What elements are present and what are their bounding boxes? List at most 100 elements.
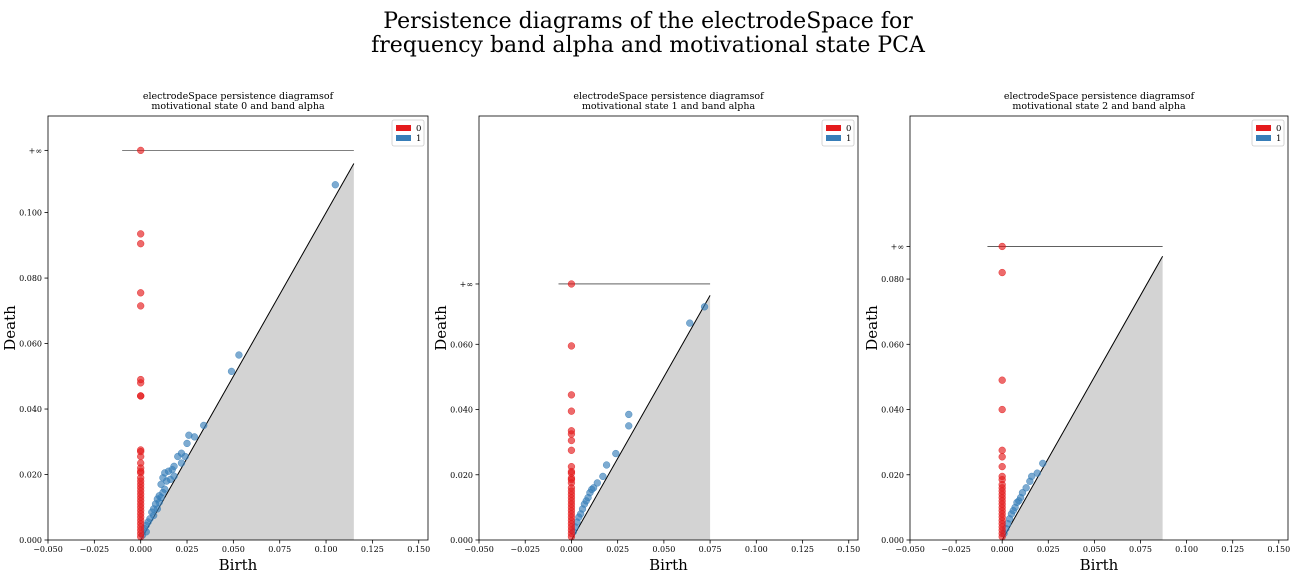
legend-label-1: 1 — [1276, 134, 1281, 144]
legend-label-1: 1 — [416, 134, 421, 144]
y-tick-label: 0.020 — [19, 471, 42, 480]
point-h0-5 — [567, 430, 576, 438]
panel-title-line1: electrodeSpace persistence diagramsof — [573, 91, 765, 102]
panels: electrodeSpace persistence diagramsofmot… — [1, 91, 1290, 574]
y-tick-label: 0.040 — [881, 406, 904, 415]
legend-swatch-1 — [1256, 135, 1271, 141]
point-h0-0 — [567, 280, 576, 288]
x-tick-label: −0.050 — [895, 545, 925, 554]
y-tick-label: 0.040 — [450, 406, 473, 415]
inf-tick-label: +∞ — [460, 280, 473, 289]
point-h1-0 — [700, 303, 709, 311]
legend: 01 — [391, 119, 425, 147]
point-h1-3 — [200, 421, 208, 430]
point-h1-3 — [1026, 477, 1034, 485]
point-h0-34 — [137, 533, 145, 541]
x-tick-label: 0.075 — [699, 545, 722, 554]
legend-swatch-0 — [1256, 125, 1271, 131]
x-tick-label: 0.050 — [652, 545, 675, 554]
point-h1-2 — [625, 410, 633, 419]
plot-frame — [47, 115, 429, 541]
legend-swatch-1 — [826, 135, 841, 141]
x-tick-label: −0.050 — [33, 545, 63, 554]
point-h1-15 — [157, 480, 165, 488]
point-h0-6 — [137, 379, 145, 387]
point-h0-29 — [567, 533, 576, 541]
point-h0-3 — [567, 407, 576, 415]
point-h0-1 — [998, 268, 1006, 277]
x-tick-label: 0.125 — [361, 545, 384, 554]
legend-label-1: 1 — [846, 134, 851, 144]
point-h1-0 — [1039, 459, 1047, 468]
figure-title-line2: frequency band alpha and motivational st… — [371, 33, 926, 58]
legend-swatch-1 — [396, 135, 411, 141]
x-tick-label: 0.000 — [991, 545, 1014, 554]
point-h1-6 — [183, 439, 191, 448]
x-tick-label: 0.025 — [1037, 545, 1060, 554]
figure-title-line1: Persistence diagrams of the electrodeSpa… — [383, 9, 913, 34]
x-tick-label: −0.025 — [80, 545, 110, 554]
x-tick-label: 0.025 — [176, 545, 199, 554]
x-tick-label: 0.025 — [606, 545, 629, 554]
x-axis-label: Birth — [1080, 556, 1119, 574]
point-h0-0 — [137, 146, 145, 155]
x-tick-label: 0.125 — [1221, 545, 1244, 554]
point-h0-1 — [567, 342, 576, 350]
point-h1-7 — [593, 479, 601, 487]
point-h1-8 — [174, 452, 182, 461]
point-h1-5 — [602, 461, 611, 469]
y-tick-label: 0.000 — [450, 536, 473, 545]
point-h1-3 — [625, 422, 633, 430]
y-tick-label: 0.080 — [881, 275, 904, 284]
legend-swatch-0 — [396, 125, 411, 131]
x-tick-label: −0.025 — [510, 545, 540, 554]
point-h1-36 — [181, 452, 189, 461]
point-h0-4 — [998, 446, 1006, 454]
panel-0: electrodeSpace persistence diagramsofmot… — [1, 91, 430, 574]
y-tick-label: 0.040 — [19, 405, 42, 414]
y-tick-label: 0.000 — [881, 536, 904, 545]
point-h1-1 — [235, 351, 243, 359]
x-tick-label: 0.100 — [1175, 545, 1198, 554]
x-tick-label: 0.075 — [1129, 545, 1152, 554]
point-h1-6 — [599, 472, 607, 481]
point-h0-3 — [998, 405, 1006, 414]
point-h0-5 — [998, 453, 1006, 461]
y-tick-label: 0.000 — [19, 536, 42, 545]
x-tick-label: −0.025 — [941, 545, 971, 554]
y-tick-label: 0.100 — [19, 209, 42, 218]
point-h1-4 — [612, 449, 620, 458]
point-h0-6 — [998, 462, 1006, 471]
y-tick-label: 0.020 — [450, 471, 473, 480]
y-tick-label: 0.020 — [881, 471, 904, 480]
point-h0-2 — [998, 376, 1006, 384]
point-h1-34 — [166, 475, 174, 484]
x-tick-label: −0.050 — [464, 545, 494, 554]
diagonal-line — [1001, 256, 1164, 541]
point-h1-1 — [686, 319, 694, 327]
point-h0-2 — [567, 391, 576, 399]
panel-title-line2: motivational state 2 and band alpha — [1012, 101, 1186, 112]
x-tick-label: 0.125 — [791, 545, 814, 554]
y-tick-label: 0.060 — [450, 340, 473, 349]
y-tick-label: 0.080 — [19, 274, 42, 283]
y-axis-label: Death — [432, 305, 450, 351]
x-tick-label: 0.150 — [1267, 545, 1290, 554]
x-tick-label: 0.100 — [315, 545, 338, 554]
x-tick-label: 0.150 — [837, 545, 860, 554]
point-h1-2 — [227, 367, 236, 376]
panel-title-line1: electrodeSpace persistence diagramsof — [1004, 91, 1196, 102]
point-h0-3 — [137, 289, 145, 297]
point-h1-35 — [177, 459, 186, 467]
legend: 01 — [1251, 119, 1285, 147]
panel-title-line2: motivational state 0 and band alpha — [151, 101, 325, 112]
x-tick-label: 0.000 — [560, 545, 583, 554]
y-tick-label: 0.060 — [19, 340, 42, 349]
x-tick-label: 0.100 — [745, 545, 768, 554]
point-h0-6 — [567, 436, 576, 445]
point-h0-11 — [137, 452, 145, 461]
legend-label-0: 0 — [416, 124, 421, 134]
point-h0-25 — [998, 533, 1006, 541]
x-axis-label: Birth — [219, 556, 258, 574]
